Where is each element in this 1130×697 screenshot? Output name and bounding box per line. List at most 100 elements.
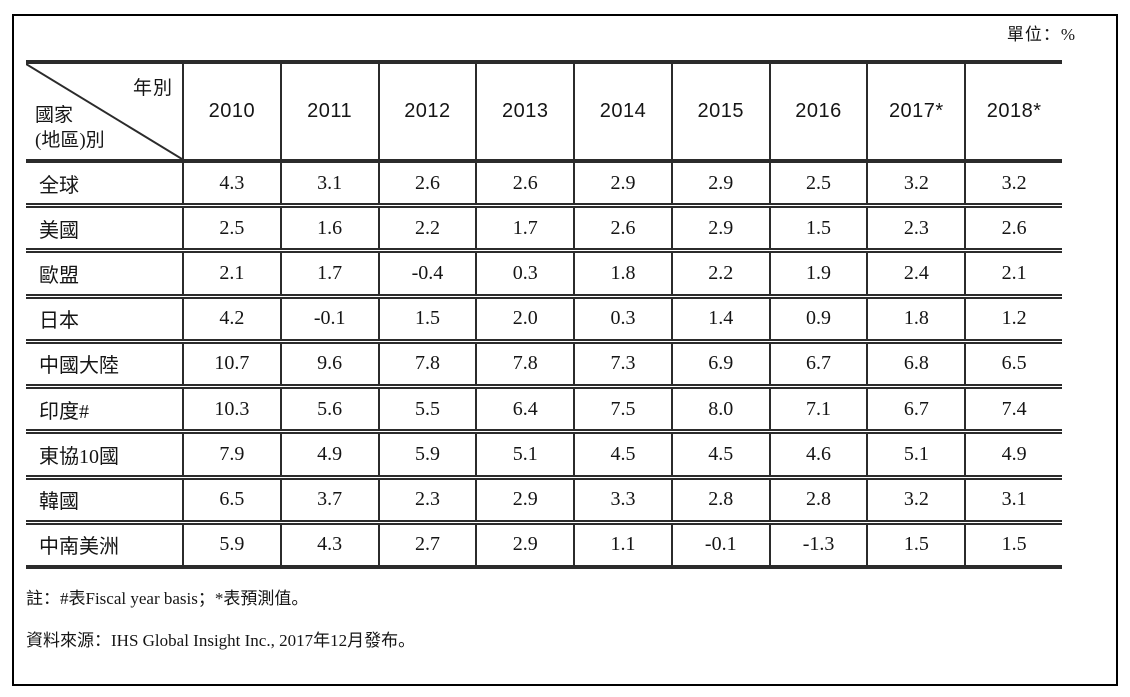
value-cell: 6.4 (475, 389, 573, 430)
value-cell: 2.0 (475, 298, 573, 339)
value-cell: 4.5 (670, 434, 769, 475)
year-column-header: 2011 (279, 64, 378, 159)
value-cell: 2.1 (182, 253, 280, 294)
table-row: 歐盟 2.1 1.7 -0.4 0.3 1.8 2.2 1.9 2.4 2.1 (26, 248, 1062, 294)
table-row: 韓國 6.5 3.7 2.3 2.9 3.3 2.8 2.8 3.2 3.1 (26, 474, 1062, 520)
value-cell: 3.1 (964, 479, 1062, 520)
value-cell: 6.7 (866, 389, 964, 430)
value-cell: 2.9 (670, 208, 769, 249)
table-body: 全球 4.3 3.1 2.6 2.6 2.9 2.9 2.5 3.2 3.2 美國 2.5 1.6 2.2… (26, 163, 1062, 565)
value-cell: 0.3 (475, 253, 573, 294)
value-cell: 7.1 (768, 389, 867, 430)
value-cell: 3.2 (964, 163, 1062, 204)
value-cell: 5.9 (377, 434, 476, 475)
unit-label: 單位：% (1006, 25, 1076, 44)
footnote-source: 資料來源：IHS Global Insight Inc., 2017年12月發布… (26, 631, 416, 650)
value-cell: 5.1 (475, 434, 573, 475)
value-cell: 5.9 (182, 524, 280, 565)
value-cell: 7.3 (573, 343, 671, 385)
value-cell: 3.2 (866, 163, 964, 204)
row-label: 全球 (39, 174, 79, 197)
corner-label-year: 年別 (132, 78, 173, 99)
value-cell: 4.2 (182, 298, 280, 339)
value-cell: -0.1 (279, 298, 378, 339)
value-cell: 4.5 (573, 434, 671, 475)
value-cell: 7.9 (182, 434, 280, 475)
value-cell: 2.6 (475, 163, 573, 204)
value-cell: 1.9 (768, 253, 867, 294)
value-cell: 3.2 (866, 479, 964, 520)
corner-header-cell: 年別 國家 (地區)別 (26, 64, 182, 159)
value-cell: -0.4 (377, 253, 476, 294)
value-cell: 4.9 (964, 434, 1062, 475)
value-cell: 6.7 (768, 343, 867, 385)
row-label: 東協10國 (39, 445, 119, 468)
value-cell: 2.9 (475, 524, 573, 565)
value-cell: 5.6 (279, 389, 378, 430)
value-cell: 2.1 (964, 253, 1062, 294)
table-row: 印度# 10.3 5.6 5.5 6.4 7.5 8.0 7.1 6.7 7.4 (26, 384, 1062, 430)
value-cell: 7.5 (573, 389, 671, 430)
value-cell: 6.9 (670, 343, 769, 385)
value-cell: 1.7 (279, 253, 378, 294)
page-border-frame (12, 14, 1118, 686)
value-cell: 2.9 (573, 163, 671, 204)
value-cell: 6.8 (866, 343, 964, 385)
table-row: 日本 4.2 -0.1 1.5 2.0 0.3 1.4 0.9 1.8 1.2 (26, 293, 1062, 339)
table-row: 東協10國 7.9 4.9 5.9 5.1 4.5 4.5 4.6 5.1 4.9 (26, 429, 1062, 475)
value-cell: 1.2 (964, 298, 1062, 339)
value-cell: 5.1 (866, 434, 964, 475)
footnote-symbols: 註：#表Fiscal year basis；*表預測值。 (26, 589, 309, 608)
value-cell: 7.4 (964, 389, 1062, 430)
value-cell: 1.5 (866, 524, 964, 565)
value-cell: 3.3 (573, 479, 671, 520)
value-cell: 2.5 (768, 163, 867, 204)
row-label: 日本 (39, 310, 79, 333)
growth-rate-table: 年別 國家 (地區)別 2010 2011 2012 2013 2014 2015 2016… (26, 60, 1062, 569)
value-cell: 7.8 (475, 343, 573, 385)
year-column-header: 2016 (768, 64, 867, 159)
table-row: 中南美洲 5.9 4.3 2.7 2.9 1.1 -0.1 -1.3 1.5 1.5 (26, 519, 1062, 565)
value-cell: 0.3 (573, 298, 671, 339)
value-cell: 1.5 (964, 524, 1062, 565)
value-cell: 1.4 (670, 298, 769, 339)
value-cell: 1.1 (573, 524, 671, 565)
value-cell: 10.3 (182, 389, 280, 430)
year-column-header: 2014 (573, 64, 671, 159)
value-cell: 2.9 (670, 163, 769, 204)
corner-label-country-line2: (地區)別 (35, 130, 105, 152)
year-column-header: 2013 (475, 64, 573, 159)
value-cell: 2.9 (475, 479, 573, 520)
value-cell: 5.5 (377, 389, 476, 430)
row-label: 韓國 (39, 491, 79, 514)
value-cell: 1.8 (866, 298, 964, 339)
table-row: 中國大陸 10.7 9.6 7.8 7.8 7.3 6.9 6.7 6.8 6.5 (26, 338, 1062, 385)
value-cell: 1.5 (768, 208, 867, 249)
value-cell: 3.7 (279, 479, 378, 520)
value-cell: -0.1 (670, 524, 769, 565)
value-cell: 2.4 (866, 253, 964, 294)
value-cell: 2.2 (670, 253, 769, 294)
table-row: 美國 2.5 1.6 2.2 1.7 2.6 2.9 1.5 2.3 2.6 (26, 203, 1062, 249)
value-cell: 9.6 (279, 343, 378, 385)
table-row: 全球 4.3 3.1 2.6 2.6 2.9 2.9 2.5 3.2 3.2 (26, 163, 1062, 204)
row-label: 美國 (39, 219, 79, 242)
row-label: 歐盟 (39, 265, 79, 288)
row-label: 中南美洲 (39, 536, 119, 559)
value-cell: 1.5 (377, 298, 476, 339)
value-cell: 4.3 (279, 524, 378, 565)
value-cell: 7.8 (377, 343, 476, 385)
year-column-header: 2017* (866, 64, 964, 159)
value-cell: 4.6 (768, 434, 867, 475)
value-cell: 2.7 (377, 524, 476, 565)
value-cell: 0.9 (768, 298, 867, 339)
value-cell: 2.2 (377, 208, 476, 249)
footnotes: 註：#表Fiscal year basis；*表預測值。 資料來源：IHS Gl… (26, 584, 415, 668)
value-cell: 2.3 (866, 208, 964, 249)
row-label: 印度# (39, 400, 89, 423)
year-column-header: 2018* (964, 64, 1062, 159)
value-cell: 10.7 (182, 343, 280, 385)
row-label: 中國大陸 (39, 355, 119, 378)
value-cell: 6.5 (964, 343, 1062, 385)
